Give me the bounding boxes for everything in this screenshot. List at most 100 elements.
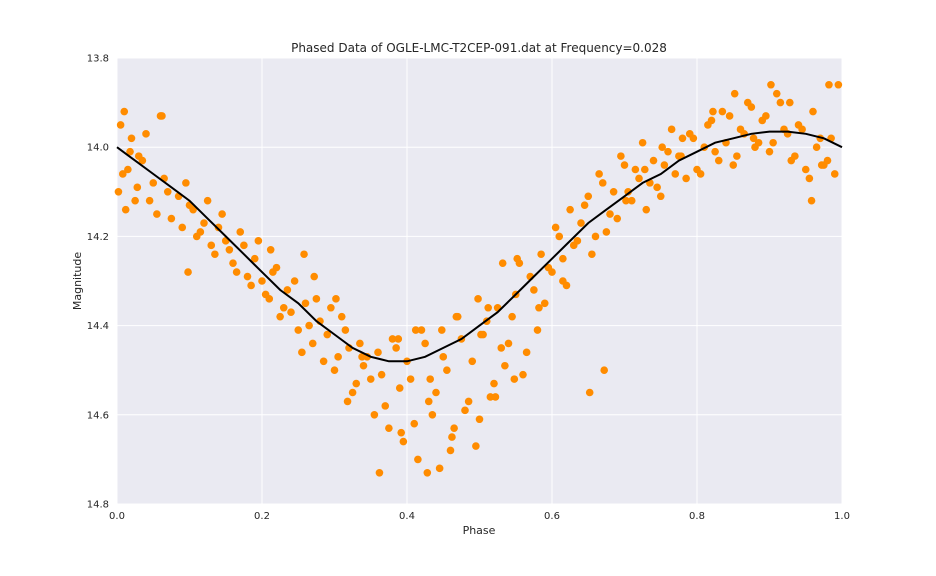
data-point — [767, 80, 775, 89]
data-point — [182, 179, 190, 187]
data-point — [446, 446, 455, 455]
data-point — [448, 433, 456, 441]
data-point — [426, 375, 435, 383]
data-point — [729, 161, 738, 169]
data-point — [410, 419, 419, 428]
data-point — [432, 388, 440, 397]
y-tick-label: 14.4 — [87, 321, 109, 332]
data-point — [573, 237, 582, 245]
data-point — [133, 183, 142, 192]
data-point — [749, 134, 758, 143]
data-point — [638, 138, 647, 147]
x-tick-label: 0.6 — [544, 511, 560, 522]
data-point — [153, 210, 161, 218]
data-point — [658, 143, 666, 151]
data-point — [229, 259, 237, 267]
data-point — [825, 80, 833, 89]
data-point — [214, 223, 223, 232]
data-point — [682, 174, 690, 183]
data-point — [116, 121, 125, 129]
data-point — [585, 388, 594, 397]
data-point — [388, 335, 397, 343]
data-point — [627, 196, 636, 205]
data-point — [126, 147, 134, 156]
data-point — [240, 241, 248, 250]
data-point — [555, 232, 564, 241]
data-point — [158, 112, 166, 120]
data-point — [678, 134, 687, 143]
data-point — [730, 89, 739, 98]
fit-curve — [116, 130, 843, 363]
data-point — [711, 147, 719, 156]
data-point — [725, 112, 734, 120]
data-point — [591, 232, 600, 241]
data-point — [501, 361, 509, 370]
data-point — [279, 303, 288, 312]
data-point — [649, 156, 658, 165]
data-point — [598, 179, 607, 187]
data-point — [261, 290, 270, 299]
data-point — [805, 174, 814, 183]
data-point — [484, 303, 493, 312]
data-point — [305, 321, 313, 330]
data-point — [298, 348, 306, 357]
data-point — [184, 268, 192, 276]
data-point — [411, 326, 420, 334]
data-point — [203, 196, 212, 205]
x-tick-label: 0.8 — [689, 511, 705, 522]
y-tick-label: 14.8 — [87, 500, 109, 511]
data-point — [667, 125, 676, 134]
data-point — [332, 295, 340, 303]
data-point — [801, 165, 810, 174]
data-point — [513, 254, 521, 263]
data-point — [540, 299, 549, 308]
data-point — [709, 107, 717, 116]
data-point — [294, 326, 303, 334]
data-point — [300, 250, 308, 259]
data-point — [530, 286, 538, 294]
data-point — [178, 223, 187, 232]
data-point — [283, 286, 292, 294]
data-point — [747, 103, 756, 111]
data-point — [370, 411, 379, 419]
data-point — [247, 281, 255, 290]
data-point — [609, 188, 618, 196]
data-point — [211, 250, 219, 259]
plot-background — [117, 58, 842, 504]
data-point — [395, 384, 404, 392]
y-tick-label: 14.2 — [87, 232, 109, 243]
data-point — [131, 196, 139, 205]
chart-title: Phased Data of OGLE-LMC-T2CEP-091.dat at… — [291, 41, 667, 55]
data-point — [689, 134, 698, 143]
data-point — [510, 375, 519, 383]
x-tick-label: 0.0 — [109, 511, 125, 522]
data-point — [236, 228, 245, 236]
data-point — [519, 370, 527, 379]
data-point — [334, 353, 342, 361]
data-point — [588, 250, 596, 259]
data-point — [200, 219, 208, 227]
data-point — [250, 254, 259, 263]
data-point — [358, 353, 366, 361]
data-point — [310, 272, 319, 281]
data-point — [167, 214, 176, 223]
data-point — [830, 170, 839, 178]
x-axis-label: Phase — [463, 524, 496, 537]
data-point — [323, 330, 332, 339]
data-point — [551, 223, 560, 232]
data-point — [438, 326, 446, 334]
data-point — [196, 228, 205, 236]
data-point — [624, 188, 632, 196]
data-point — [812, 143, 821, 151]
data-point — [218, 210, 226, 218]
data-point — [421, 339, 429, 348]
data-point — [385, 424, 393, 432]
data-point — [584, 192, 593, 201]
data-point — [375, 468, 384, 477]
data-point — [769, 138, 777, 147]
data-point — [424, 397, 433, 406]
data-point — [798, 125, 806, 134]
data-point — [704, 121, 712, 129]
data-point — [464, 397, 473, 406]
